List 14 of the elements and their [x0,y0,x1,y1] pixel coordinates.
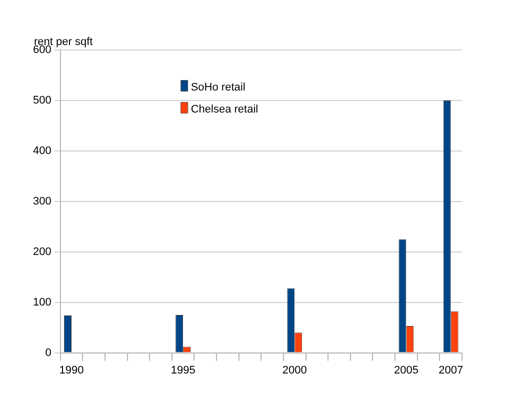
x-tick-label: 2000 [282,364,307,376]
legend-label: Chelsea retail [190,103,258,116]
x-tick-label: 1995 [170,364,196,376]
y-tick-label: 500 [32,94,52,106]
y-tick-label: 200 [32,246,52,258]
x-tick-label: 2007 [438,364,464,376]
y-tick-label: 600 [32,44,52,56]
y-tick-label: 0 [45,346,52,359]
legend-label: SoHo retail [190,81,246,94]
x-tick-label: 2005 [394,364,418,376]
y-tick-label: 300 [32,195,52,208]
y-tick-label: 400 [32,144,52,157]
x-tick-label: 1990 [59,364,84,376]
y-tick-label: 100 [32,296,52,308]
